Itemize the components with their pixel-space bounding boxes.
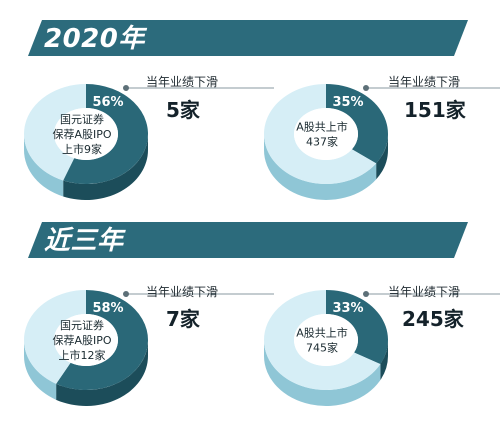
section-title-three-years: 近三年 xyxy=(44,226,124,256)
donut-wall-highlight xyxy=(380,340,388,381)
donut-wall-highlight xyxy=(56,340,148,406)
callout-label: 当年业绩下滑 xyxy=(146,75,219,89)
donut-wall-rest xyxy=(264,134,377,200)
callout-value: 5家 xyxy=(166,98,200,122)
callout-value: 245家 xyxy=(402,307,464,331)
donut-wall-highlight xyxy=(63,134,148,200)
center-label: 745家 xyxy=(306,341,338,355)
callout-label: 当年业绩下滑 xyxy=(388,285,461,299)
section-banner-three-years: 近三年 xyxy=(28,222,468,258)
donut-slice-highlight xyxy=(326,290,388,365)
center-label: A股共上市 xyxy=(296,120,348,134)
donut-slice-rest xyxy=(24,290,86,384)
donut-slice-highlight xyxy=(56,290,148,390)
donut-center xyxy=(54,314,118,366)
donut-center xyxy=(294,314,358,366)
percent-label: 33% xyxy=(332,301,363,316)
donut-center xyxy=(294,108,358,160)
donut-slice-rest xyxy=(264,290,381,390)
center-label: 国元证券 xyxy=(60,318,104,332)
donut-slice-rest xyxy=(24,84,87,181)
center-label: 保荐A股IPO xyxy=(52,127,111,141)
donut-wall-rest xyxy=(24,340,57,400)
center-label: 上市9家 xyxy=(62,142,102,156)
percent-label: 58% xyxy=(92,301,123,316)
donut-wall-rest xyxy=(264,340,381,406)
section-banner-2020: 2020年 xyxy=(28,20,468,56)
callout-label: 当年业绩下滑 xyxy=(146,285,219,299)
center-label: 437家 xyxy=(306,135,338,149)
center-label: 国元证券 xyxy=(60,112,104,126)
section-title-2020: 2020年 xyxy=(44,24,145,54)
donut-slice-rest xyxy=(263,84,377,184)
donut-slice-highlight xyxy=(63,84,148,184)
banner-shape xyxy=(28,222,468,258)
donut-wall-rest xyxy=(24,134,64,197)
percent-label: 56% xyxy=(92,95,123,110)
callout-value: 7家 xyxy=(166,307,200,331)
donut-wall-highlight xyxy=(376,134,388,180)
center-label: 保荐A股IPO xyxy=(52,333,111,347)
callout-label: 当年业绩下滑 xyxy=(388,75,461,89)
center-label: A股共上市 xyxy=(296,326,348,340)
banner-shape xyxy=(28,20,468,56)
donut-slice-highlight xyxy=(326,84,388,164)
percent-label: 35% xyxy=(332,95,363,110)
donut-center xyxy=(54,108,118,160)
callout-value: 151家 xyxy=(404,98,466,122)
center-label: 上市12家 xyxy=(59,348,106,362)
